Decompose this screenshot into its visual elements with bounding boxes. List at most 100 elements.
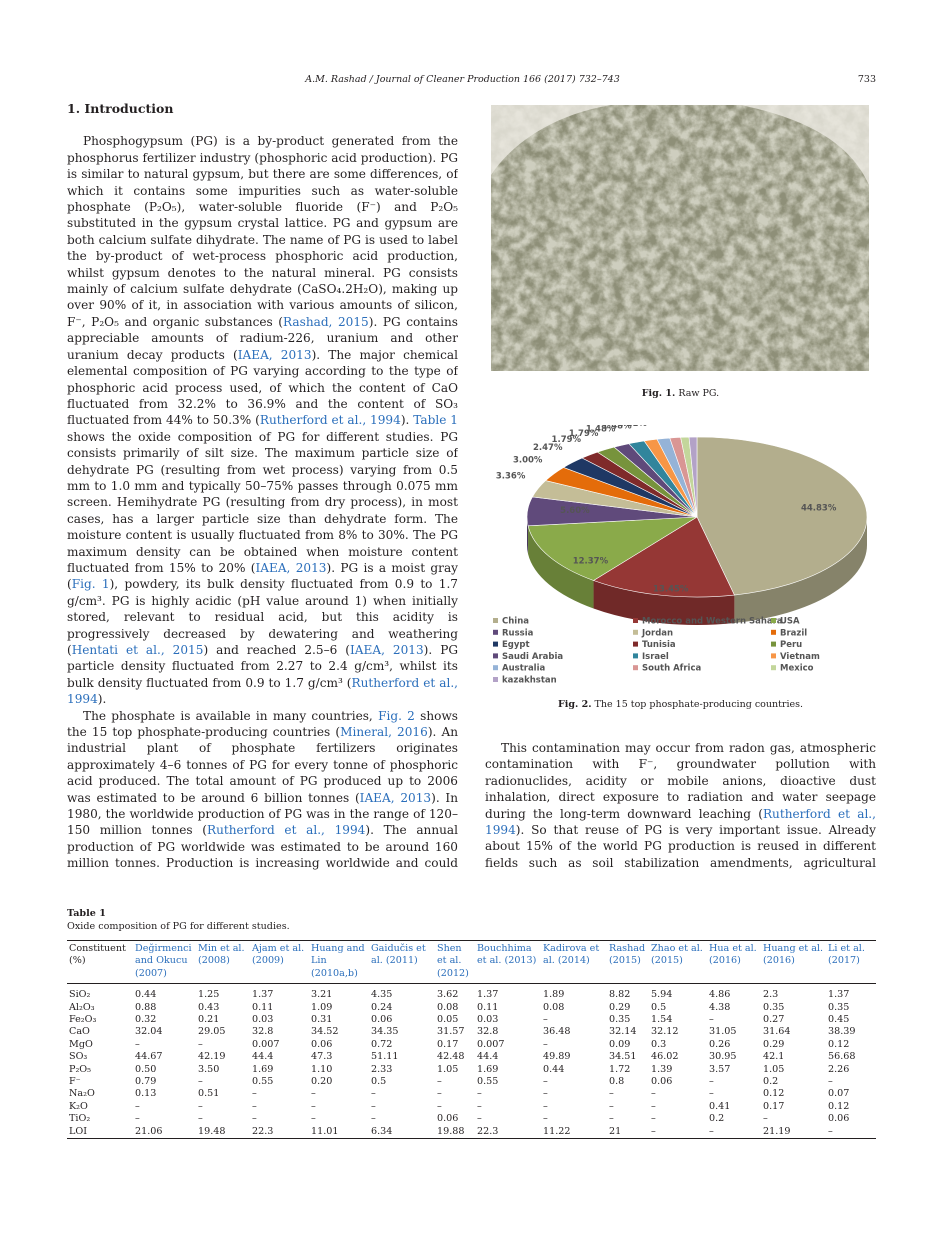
table-cell: 2.3 <box>763 989 779 1001</box>
table-cell: – <box>651 1100 656 1112</box>
table-cell: 0.21 <box>198 1014 220 1026</box>
table-cell: – <box>828 1076 833 1088</box>
citation: IAEA, 2013 <box>237 347 312 362</box>
legend-label: USA <box>780 617 800 627</box>
text-run: The phosphate is available in many count… <box>83 708 379 723</box>
table-cell: – <box>651 1125 656 1137</box>
legend-swatch <box>633 665 638 671</box>
text-run: ). In 1980, the worldwide production of … <box>67 790 458 838</box>
table-cell: 0.44 <box>135 989 157 1001</box>
table-cell: 0.55 <box>477 1076 499 1088</box>
legend-swatch <box>771 653 776 659</box>
figure1-caption: Fig. 1. Raw PG. <box>485 388 876 399</box>
table-cell: 42.19 <box>198 1051 226 1063</box>
table-cell: 3.50 <box>198 1063 220 1075</box>
table-cell: 0.3 <box>651 1038 667 1050</box>
data-label: 0.76% <box>669 425 699 426</box>
table-cell: 0.11 <box>477 1001 499 1013</box>
table-cell: 1.05 <box>437 1063 459 1075</box>
data-label: 0.72% <box>678 425 708 426</box>
table-number: Table 1 <box>67 908 106 919</box>
citation: Rutherford et al., 1994 <box>485 806 876 838</box>
table-cell: 0.11 <box>252 1001 274 1013</box>
table-cell: – <box>709 1125 714 1137</box>
data-label: 12.37% <box>573 556 609 566</box>
table-cell: – <box>198 1038 203 1050</box>
legend-label: kazakhstan <box>502 676 557 686</box>
paragraph: The phosphate is available in many count… <box>67 708 458 871</box>
table-cell: 0.44 <box>543 1063 565 1075</box>
table-cell: Al₂O₃ <box>69 1001 95 1013</box>
legend-swatch <box>633 618 638 623</box>
column-header: Hua et al. (2016) <box>709 943 757 967</box>
table-cell: 2.33 <box>371 1063 393 1075</box>
table-row: SO₃ 44.67 42.19 44.4 47.3 51.11 42.48 44.4 49.89… <box>67 1051 876 1063</box>
table-cell: 0.51 <box>198 1088 220 1100</box>
table-cell: – <box>198 1113 203 1125</box>
data-label: 5.60% <box>560 506 590 516</box>
table-cell: Fe₂O₃ <box>69 1014 97 1026</box>
slice <box>527 516 698 581</box>
slice <box>592 516 735 598</box>
slice-side <box>528 525 594 609</box>
table-cell: 31.05 <box>709 1026 737 1038</box>
table-cell: 1.37 <box>477 989 499 1001</box>
table-cell: 21.19 <box>763 1125 791 1137</box>
table-cell: 44.4 <box>477 1051 499 1063</box>
text-run: ). The major chemical elemental composit… <box>67 347 458 428</box>
caption-text: The 15 top phosphate-producing countries… <box>594 699 804 710</box>
table-cell: – <box>135 1100 140 1112</box>
table-cell: 4.35 <box>371 989 393 1001</box>
legend-label: Israel <box>642 652 669 662</box>
paragraph: This contamination may occur from radon … <box>485 740 876 872</box>
pie-chart: 44.83%13.45%12.37%5.60%3.36%3.00%2.47%1.… <box>493 425 868 686</box>
table-cell: 0.03 <box>252 1014 274 1026</box>
raw-pg-photo <box>491 105 869 371</box>
legend-swatch <box>493 629 498 635</box>
table-cell: 1.37 <box>828 989 850 1001</box>
text-run: ). <box>400 413 414 428</box>
table-cell: 0.35 <box>609 1014 631 1026</box>
table-cell: 0.8 <box>609 1076 625 1088</box>
table-cell: 22.3 <box>252 1125 274 1137</box>
section-heading: 1. Introduction <box>67 101 174 116</box>
data-label: 1.79% <box>552 435 582 445</box>
table-cell: – <box>477 1113 482 1125</box>
table-cell: 22.3 <box>477 1125 499 1137</box>
table-cell: 0.17 <box>763 1100 785 1112</box>
table-cell: 34.51 <box>609 1051 637 1063</box>
legend-swatch <box>633 653 638 659</box>
table-cell: 44.67 <box>135 1051 163 1063</box>
table-cell: – <box>477 1100 482 1112</box>
table-cell: 0.06 <box>828 1113 850 1125</box>
table-cell: 1.39 <box>651 1063 673 1075</box>
table-cell: 0.05 <box>437 1014 459 1026</box>
table-cell: 0.03 <box>477 1014 499 1026</box>
table-cell: – <box>709 1014 714 1026</box>
column-header: Constituent (%) <box>69 943 126 967</box>
table-row: Fe₂O₃ 0.32 0.21 0.03 0.31 0.06 0.05 0.03 – 0.35 1.… <box>67 1014 876 1026</box>
table-row: P₂O₅ 0.50 3.50 1.69 1.10 2.33 1.05 1.69 0.44 1.72… <box>67 1064 876 1076</box>
column-header: Zhao et al. (2015) <box>651 943 703 967</box>
table-cell: 1.10 <box>311 1063 333 1075</box>
table-cell: 1.05 <box>763 1063 785 1075</box>
table-cell: – <box>828 1125 833 1137</box>
table-cell: 0.2 <box>763 1076 779 1088</box>
table-cell: F⁻ <box>69 1076 81 1088</box>
citation: Hentati et al., 2015 <box>71 643 204 657</box>
legend-label: Tunisia <box>642 640 676 650</box>
legend-swatch <box>493 665 498 671</box>
table-cell: 56.68 <box>828 1051 856 1063</box>
table-cell: 47.3 <box>311 1051 333 1063</box>
column-header: Rashad (2015) <box>609 943 646 967</box>
legend-label: Saudi Arabia <box>502 652 563 662</box>
citation: Rutherford et al., 1994 <box>206 823 366 838</box>
data-label: 1.79% <box>569 429 599 439</box>
legend-label: Morocco and Western Sahara <box>642 617 783 627</box>
table-cell: 0.07 <box>828 1088 850 1100</box>
table-caption: Oxide composition of PG for different st… <box>67 921 290 932</box>
table-cell: 0.29 <box>763 1038 785 1050</box>
slice-side <box>527 517 529 554</box>
table-cell: 0.08 <box>437 1001 459 1013</box>
